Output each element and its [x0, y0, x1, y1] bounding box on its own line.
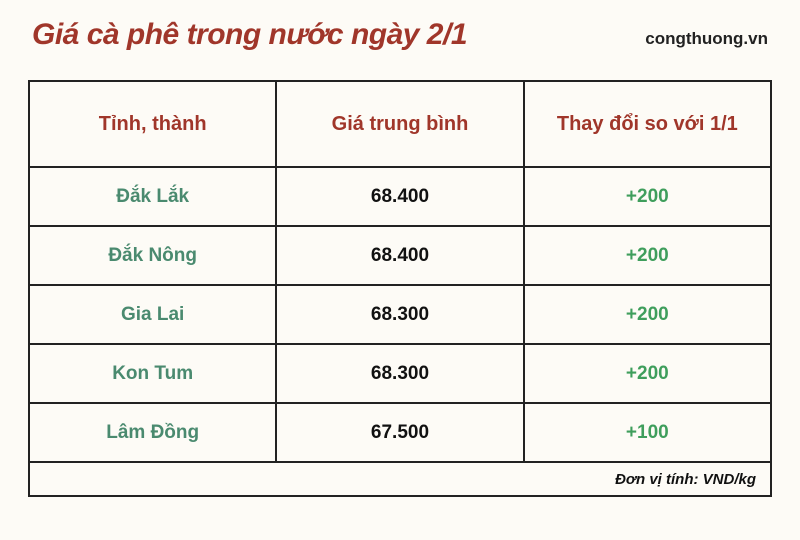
cell-province: Gia Lai: [29, 285, 276, 344]
table-row: Đắk Lắk 68.400 +200: [29, 167, 771, 226]
source-label: congthuong.vn: [645, 29, 768, 49]
unit-label: Đơn vị tính: VND/kg: [29, 462, 771, 496]
cell-price: 68.400: [276, 167, 523, 226]
cell-change: +200: [524, 344, 771, 403]
table-row: Lâm Đồng 67.500 +100: [29, 403, 771, 462]
cell-price: 68.400: [276, 226, 523, 285]
price-table: Tỉnh, thành Giá trung bình Thay đổi so v…: [28, 80, 772, 497]
table-row: Gia Lai 68.300 +200: [29, 285, 771, 344]
table-header-row: Tỉnh, thành Giá trung bình Thay đổi so v…: [29, 81, 771, 167]
cell-province: Kon Tum: [29, 344, 276, 403]
cell-price: 68.300: [276, 285, 523, 344]
cell-province: Đắk Lắk: [29, 167, 276, 226]
cell-province: Lâm Đồng: [29, 403, 276, 462]
page-title: Giá cà phê trong nước ngày 2/1: [32, 18, 467, 52]
table-row: Đắk Nông 68.400 +200: [29, 226, 771, 285]
cell-price: 68.300: [276, 344, 523, 403]
cell-change: +200: [524, 285, 771, 344]
cell-change: +200: [524, 167, 771, 226]
col-change: Thay đổi so với 1/1: [524, 81, 771, 167]
cell-price: 67.500: [276, 403, 523, 462]
cell-change: +100: [524, 403, 771, 462]
table-row: Kon Tum 68.300 +200: [29, 344, 771, 403]
cell-change: +200: [524, 226, 771, 285]
unit-row: Đơn vị tính: VND/kg: [29, 462, 771, 496]
header: Giá cà phê trong nước ngày 2/1 congthuon…: [28, 18, 772, 52]
col-province: Tỉnh, thành: [29, 81, 276, 167]
cell-province: Đắk Nông: [29, 226, 276, 285]
col-price: Giá trung bình: [276, 81, 523, 167]
